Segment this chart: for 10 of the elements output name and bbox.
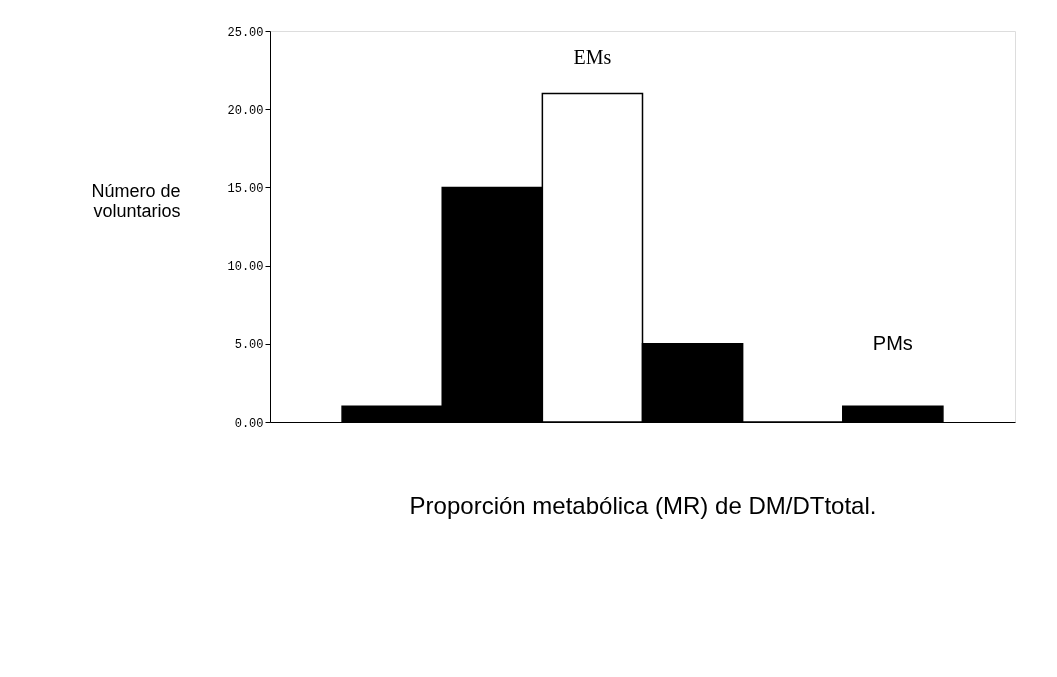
annotation: EMs [573, 45, 612, 68]
y-tick-label: 5.00 [234, 338, 264, 353]
y-tick-label: 10.00 [227, 260, 264, 275]
y-tick-label: 25.00 [227, 25, 264, 40]
y-axis-title: Número de voluntarios [91, 180, 181, 221]
y-tick-label: 15.00 [227, 181, 264, 196]
y-tick-label: 0.00 [234, 416, 264, 431]
annotation: PMs [872, 331, 913, 354]
x-axis-title: Proporción metabólica (MR) de DM/DTtotal. [409, 491, 877, 519]
y-tick-label: 20.00 [227, 103, 264, 118]
